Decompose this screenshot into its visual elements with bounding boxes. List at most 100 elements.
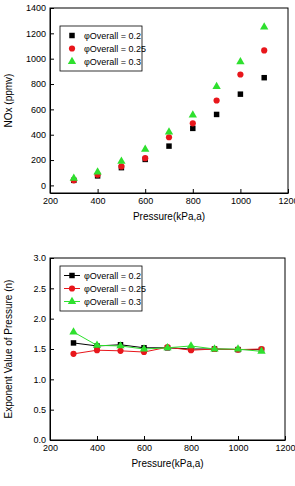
y-tick: 2.0	[33, 314, 54, 324]
y-tick-mark	[50, 160, 54, 161]
figure: 200 400 600 800 1000 1200 0 200 400 600 800 1000 120…	[0, 0, 295, 486]
x-tick-mark	[97, 436, 98, 440]
x-axis-title: Pressure(kPa,a)	[133, 211, 205, 222]
x-tick: 800	[186, 189, 201, 206]
legend-marker	[69, 273, 74, 278]
data-point	[212, 82, 220, 89]
legend: φOverall = 0.2φOverall = 0.25φOverall = …	[60, 266, 146, 311]
legend-label: φOverall = 0.3	[84, 297, 141, 307]
x-tick-mark	[145, 189, 146, 193]
y-tick-label: 1200	[26, 29, 46, 39]
x-tick-label: 800	[186, 196, 201, 206]
legend-marker	[68, 297, 76, 304]
y-tick: 0.0	[33, 435, 54, 445]
y-axis-title: Exponent Value of Pressure (n)	[3, 280, 14, 419]
data-point	[71, 340, 76, 345]
data-point	[214, 112, 219, 117]
y-tick-label: 800	[31, 79, 46, 89]
plot-frame	[50, 8, 288, 193]
x-tick: 800	[184, 436, 199, 453]
data-point	[261, 75, 266, 80]
plot-area	[70, 22, 269, 183]
x-tick: 1200	[275, 436, 295, 453]
data-point	[93, 341, 101, 348]
data-point	[214, 97, 220, 103]
y-tick-mark	[50, 410, 54, 411]
x-tick-mark	[144, 436, 145, 440]
y-tick-mark	[50, 319, 54, 320]
y-tick-mark	[50, 135, 54, 136]
data-point	[69, 327, 77, 334]
data-point	[257, 347, 265, 354]
chart: 200 400 600 800 1000 1200 0 200 400 600 800 1000 120…	[26, 3, 295, 206]
y-tick-mark	[50, 84, 54, 85]
plot-area	[69, 327, 265, 357]
y-tick: 400	[31, 130, 54, 140]
data-point	[93, 167, 101, 174]
data-point	[260, 22, 268, 29]
x-tick-label: 1000	[228, 443, 248, 453]
series-line	[74, 332, 262, 351]
y-tick: 200	[31, 155, 54, 165]
y-tick-label: 1400	[26, 3, 46, 13]
data-point	[261, 47, 267, 53]
data-point	[163, 343, 171, 350]
y-tick-label: 0.0	[33, 435, 46, 445]
legend-label: φOverall = 0.25	[84, 44, 146, 54]
data-point	[236, 57, 244, 64]
x-tick-label: 600	[137, 443, 152, 453]
y-tick: 600	[31, 105, 54, 115]
data-point	[210, 344, 218, 351]
data-point	[117, 348, 123, 354]
data-point	[165, 127, 173, 134]
y-tick-label: 1.5	[33, 344, 46, 354]
x-tick: 1200	[278, 189, 295, 206]
data-point	[117, 157, 125, 164]
y-tick-label: 2.0	[33, 314, 46, 324]
x-tick-mark	[240, 189, 241, 193]
y-tick-label: 1.0	[33, 375, 46, 385]
x-tick: 600	[138, 189, 153, 206]
y-tick: 0.5	[33, 405, 54, 415]
y-tick-label: 3.0	[33, 253, 46, 263]
legend-label: φOverall = 0.25	[84, 284, 146, 294]
y-tick-label: 2.5	[33, 284, 46, 294]
x-tick-mark	[191, 436, 192, 440]
y-tick-mark	[50, 288, 54, 289]
y-tick-mark	[50, 185, 54, 186]
legend-marker	[69, 285, 75, 291]
x-tick: 400	[91, 189, 106, 206]
y-tick: 1000	[26, 54, 54, 64]
y-tick-label: 400	[31, 130, 46, 140]
x-tick-mark	[193, 189, 194, 193]
y-tick: 1400	[26, 3, 54, 13]
x-axis: 20040060080010001200	[43, 436, 295, 453]
data-point	[118, 163, 124, 169]
legend-marker	[69, 33, 74, 38]
y-tick-mark	[50, 379, 54, 380]
y-tick: 2.5	[33, 284, 54, 294]
data-point	[166, 143, 171, 148]
y-tick: 0	[41, 181, 54, 191]
legend-marker	[69, 45, 75, 51]
plot-frame	[50, 258, 285, 440]
y-tick-label: 0	[41, 181, 46, 191]
y-tick-label: 1000	[26, 54, 46, 64]
y-tick: 800	[31, 79, 54, 89]
x-axis-line	[51, 440, 286, 441]
data-point	[116, 341, 124, 348]
legend-marker	[68, 57, 76, 64]
x-tick: 1000	[231, 189, 251, 206]
chart: 200400600800100012000.00.51.01.52.02.53.…	[33, 253, 295, 453]
x-tick-label: 1200	[275, 443, 295, 453]
x-tick-label: 200	[43, 196, 58, 206]
x-tick-label: 400	[91, 196, 106, 206]
y-tick-label: 600	[31, 105, 46, 115]
y-tick-label: 200	[31, 155, 46, 165]
y-tick-mark	[50, 440, 54, 441]
x-axis-title: Pressure(kPa,a)	[131, 458, 203, 469]
data-point	[70, 351, 76, 357]
y-axis-line	[50, 9, 51, 194]
y-tick-mark	[50, 8, 54, 9]
x-axis-line	[51, 193, 289, 194]
